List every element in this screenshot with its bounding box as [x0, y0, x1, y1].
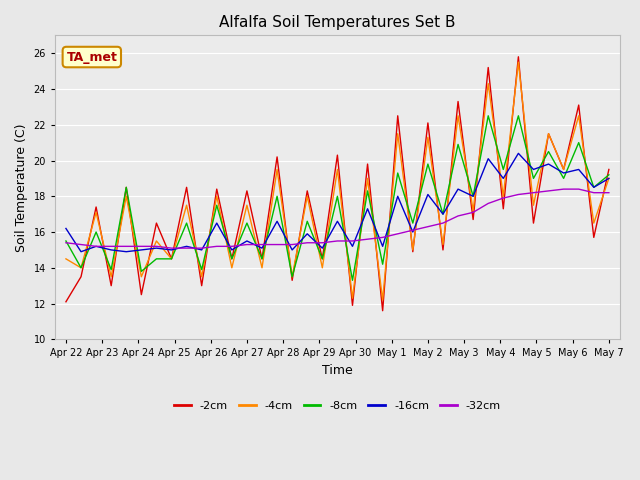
Y-axis label: Soil Temperature (C): Soil Temperature (C)	[15, 123, 28, 252]
Legend: -2cm, -4cm, -8cm, -16cm, -32cm: -2cm, -4cm, -8cm, -16cm, -32cm	[170, 396, 505, 416]
Text: TA_met: TA_met	[67, 50, 117, 63]
Title: Alfalfa Soil Temperatures Set B: Alfalfa Soil Temperatures Set B	[219, 15, 456, 30]
X-axis label: Time: Time	[322, 364, 353, 377]
